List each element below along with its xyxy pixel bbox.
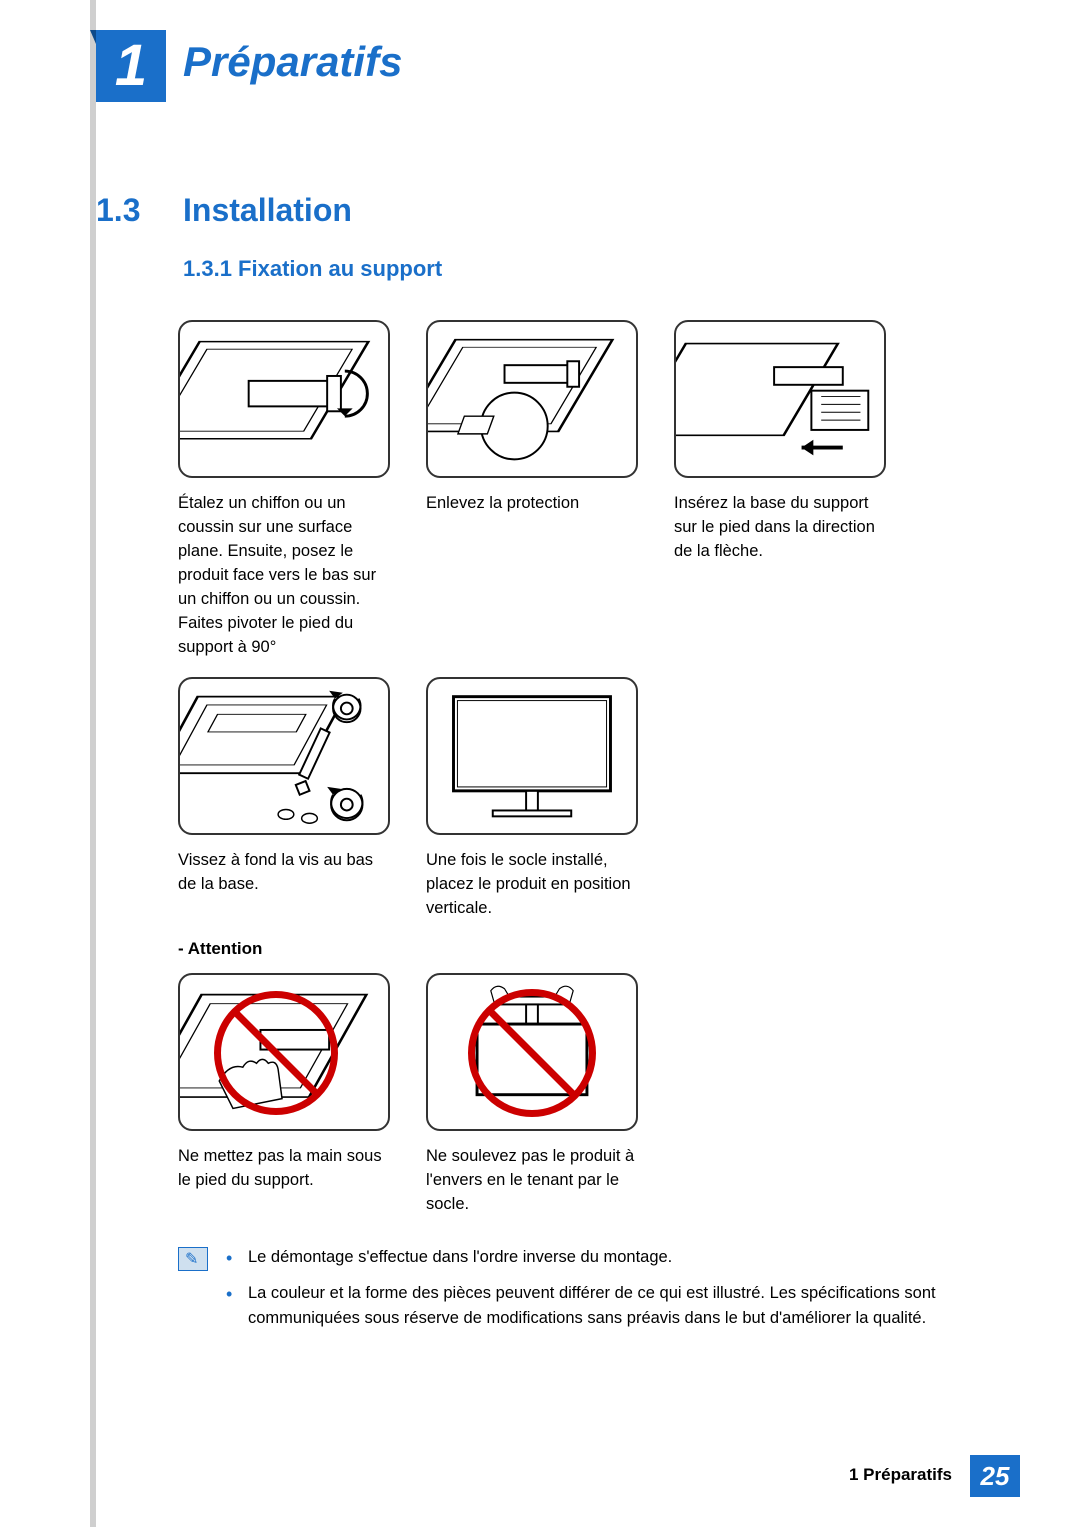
figure-3-svg [676, 322, 884, 477]
steps-row-2: Vissez à fond la vis au bas de la base. … [178, 677, 1008, 921]
step-4: Vissez à fond la vis au bas de la base. [178, 677, 390, 921]
caption-w2: Ne soulevez pas le produit à l'envers en… [426, 1145, 638, 1217]
prohibit-icon [214, 991, 338, 1115]
figure-5 [426, 677, 638, 835]
figure-1 [178, 320, 390, 478]
note-item: La couleur et la forme des pièces peuven… [226, 1281, 1008, 1332]
note-block: Le démontage s'effectue dans l'ordre inv… [178, 1245, 1008, 1342]
figure-warning-2 [426, 973, 638, 1131]
warnings-row: Ne mettez pas la main sous le pied du su… [178, 973, 1008, 1217]
figure-4 [178, 677, 390, 835]
warning-1: Ne mettez pas la main sous le pied du su… [178, 973, 390, 1217]
caption-5: Une fois le socle installé, placez le pr… [426, 849, 638, 921]
caption-2: Enlevez la protection [426, 492, 638, 516]
chapter-tab: 1 [96, 30, 166, 102]
attention-label: - Attention [178, 939, 1008, 959]
subsection-title: 1.3.1 Fixation au support [183, 256, 442, 282]
figure-warning-1 [178, 973, 390, 1131]
caption-1: Étalez un chiffon ou un coussin sur une … [178, 492, 390, 659]
figure-2-svg [428, 322, 636, 477]
figure-3 [674, 320, 886, 478]
figure-4-svg [180, 679, 388, 834]
steps-row-1: Étalez un chiffon ou un coussin sur une … [178, 320, 1008, 659]
footer: 1 Préparatifs 25 [849, 1455, 1020, 1497]
caption-w1: Ne mettez pas la main sous le pied du su… [178, 1145, 390, 1193]
chapter-number: 1 [96, 30, 166, 102]
left-margin-stripe [90, 0, 96, 1527]
figure-2 [426, 320, 638, 478]
caption-3: Insérez la base du support sur le pied d… [674, 492, 886, 564]
section-title: Installation [183, 192, 352, 229]
caption-4: Vissez à fond la vis au bas de la base. [178, 849, 390, 897]
step-2: Enlevez la protection [426, 320, 638, 659]
note-item: Le démontage s'effectue dans l'ordre inv… [226, 1245, 1008, 1271]
step-5: Une fois le socle installé, placez le pr… [426, 677, 638, 921]
prohibit-icon [468, 989, 596, 1117]
note-list: Le démontage s'effectue dans l'ordre inv… [226, 1245, 1008, 1342]
footer-page-number: 25 [970, 1455, 1020, 1497]
section-number: 1.3 [96, 192, 140, 229]
step-1: Étalez un chiffon ou un coussin sur une … [178, 320, 390, 659]
figure-1-svg [180, 322, 388, 477]
step-3: Insérez la base du support sur le pied d… [674, 320, 886, 659]
tab-fold [90, 30, 96, 44]
chapter-title: Préparatifs [183, 38, 402, 86]
warning-2: Ne soulevez pas le produit à l'envers en… [426, 973, 638, 1217]
figure-5-svg [428, 679, 636, 834]
note-icon [178, 1247, 208, 1271]
footer-chapter-label: 1 Préparatifs [849, 1455, 970, 1497]
steps-grid: Étalez un chiffon ou un coussin sur une … [178, 320, 1008, 1235]
